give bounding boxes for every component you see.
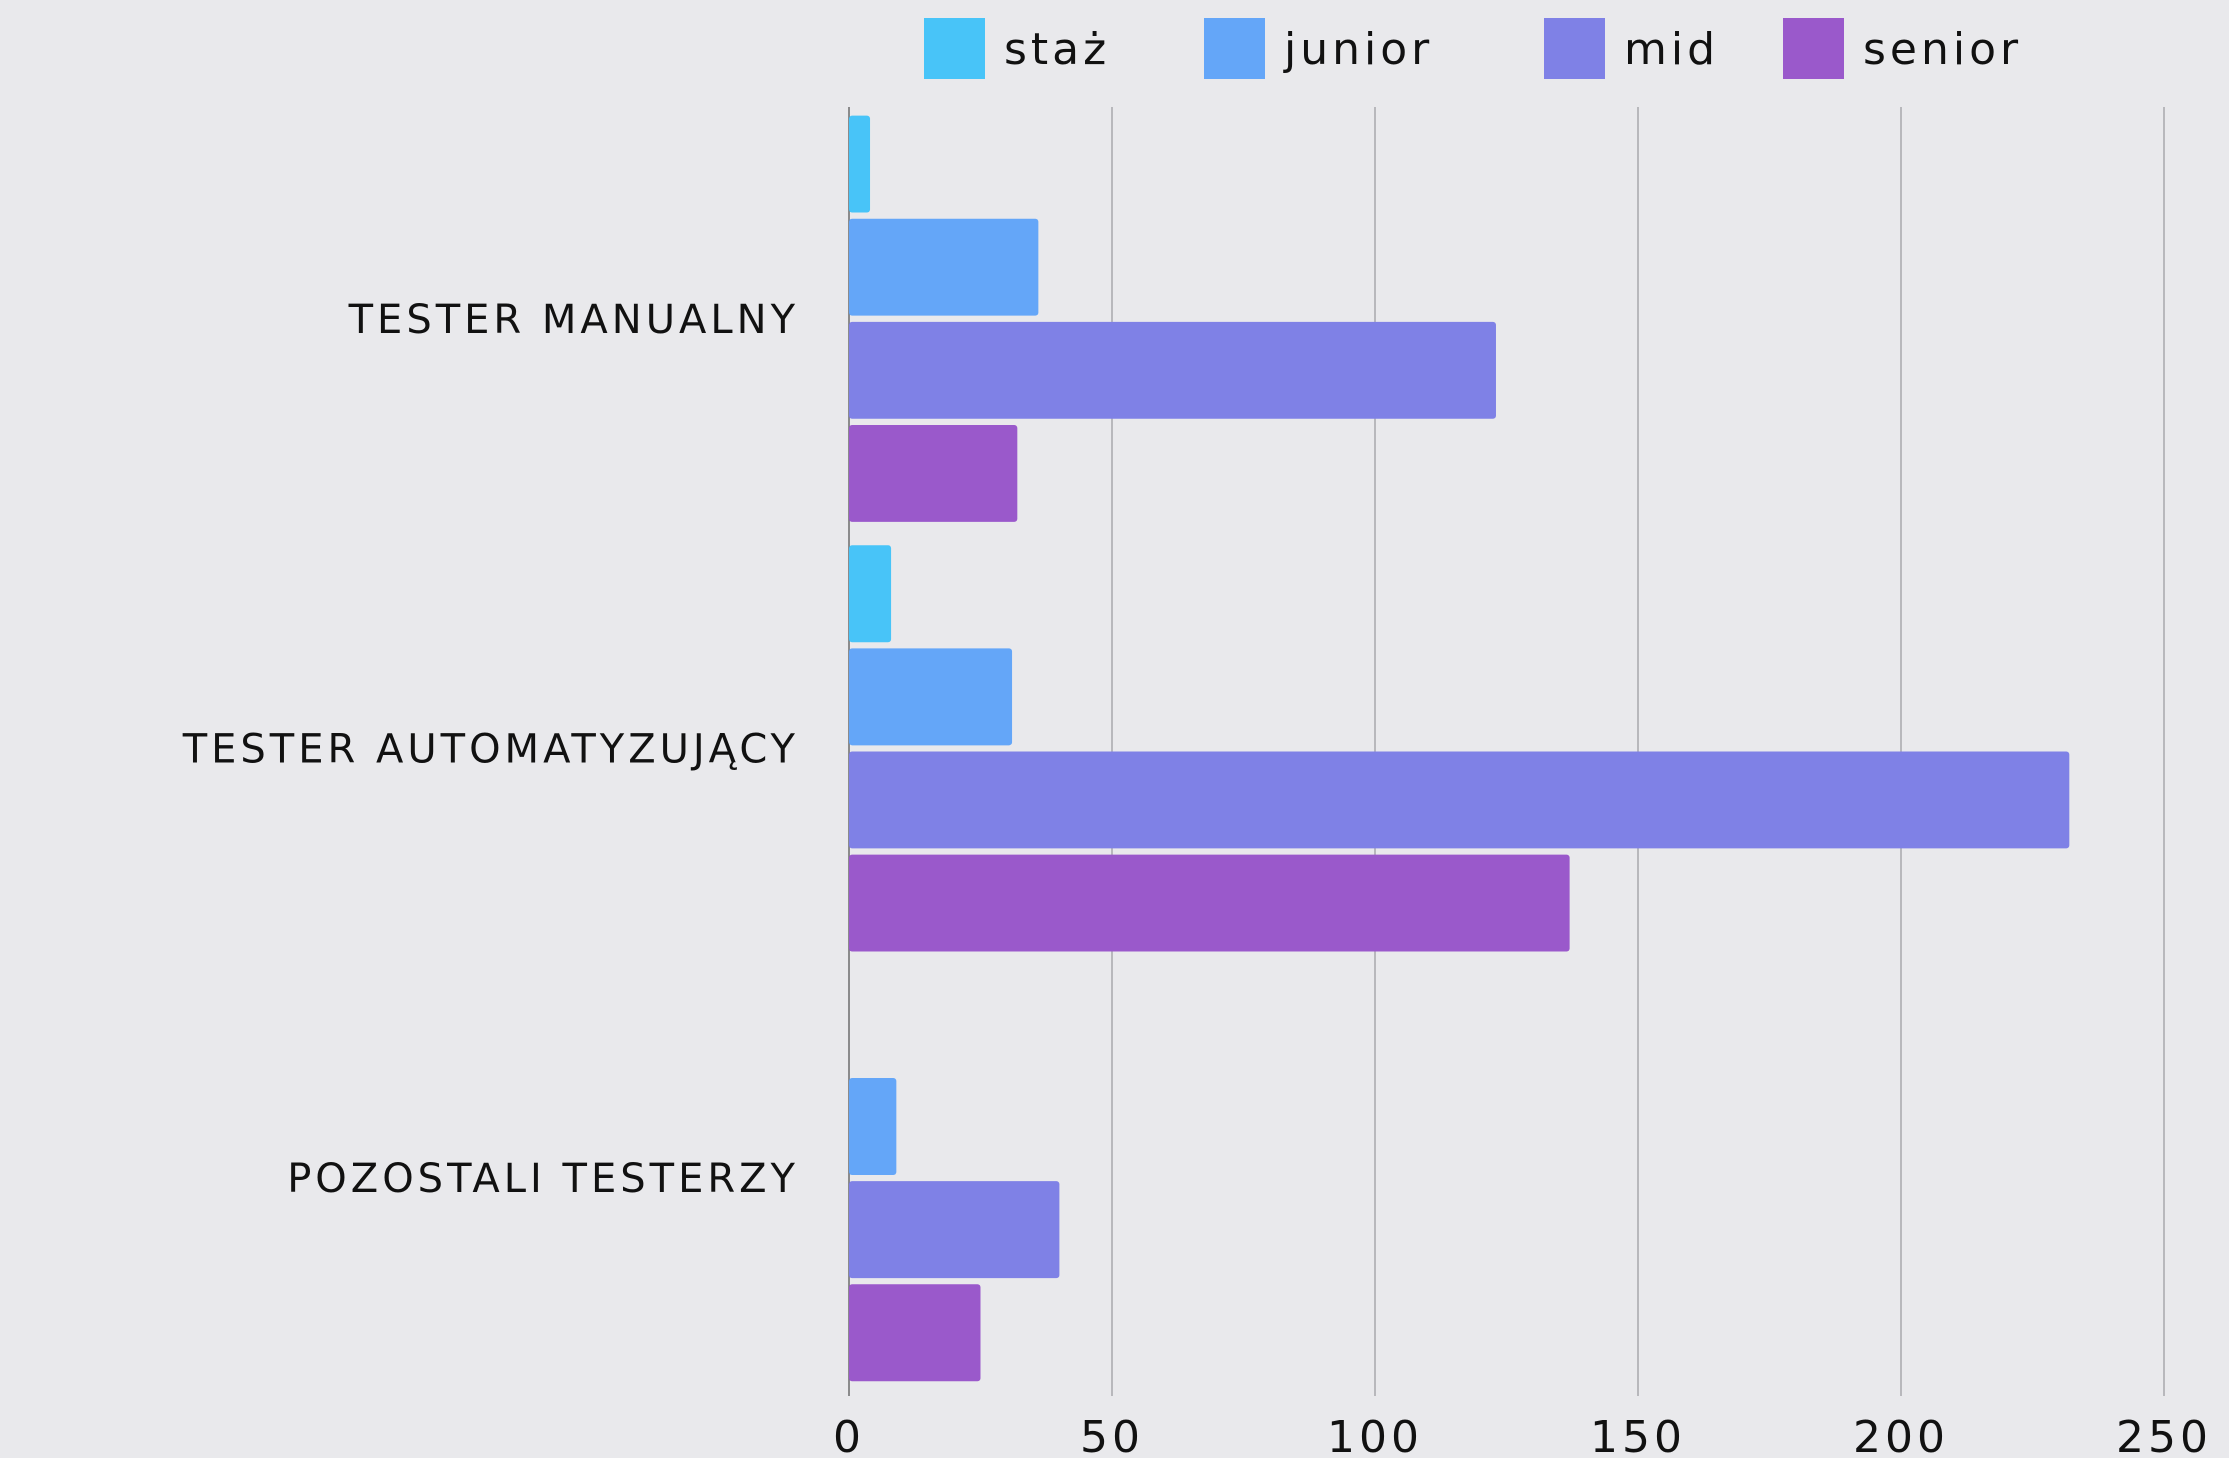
x-tick-label: 250 bbox=[2116, 1412, 2212, 1458]
bar bbox=[849, 1078, 897, 1175]
legend-swatch bbox=[924, 18, 985, 79]
bar bbox=[849, 854, 1570, 952]
bar bbox=[849, 115, 871, 213]
x-tick-label: 50 bbox=[1080, 1412, 1144, 1458]
legend-swatch bbox=[1783, 18, 1844, 79]
x-tick-label: 200 bbox=[1853, 1412, 1949, 1458]
legend-label: staż bbox=[1004, 24, 1110, 75]
bar bbox=[849, 321, 1496, 419]
legend-label: mid bbox=[1624, 24, 1719, 75]
y-tick-label: Tester manualny bbox=[348, 297, 799, 343]
x-tick-label: 150 bbox=[1590, 1412, 1686, 1458]
legend-label: senior bbox=[1863, 24, 2022, 75]
y-tick-label: Pozostali testerzy bbox=[287, 1156, 799, 1202]
bar bbox=[849, 545, 892, 643]
bar bbox=[849, 218, 1039, 316]
legend-swatch bbox=[1544, 18, 1605, 79]
bar bbox=[849, 648, 1013, 746]
legend-label: junior bbox=[1283, 24, 1433, 75]
bar bbox=[849, 751, 2070, 849]
x-tick-label: 100 bbox=[1327, 1412, 1423, 1458]
legend-swatch bbox=[1204, 18, 1265, 79]
bar bbox=[849, 1181, 1060, 1279]
bar bbox=[849, 424, 1018, 522]
x-tick-label: 0 bbox=[833, 1412, 865, 1458]
bar bbox=[849, 1284, 981, 1382]
y-tick-label: Tester automatyzujący bbox=[182, 727, 799, 773]
